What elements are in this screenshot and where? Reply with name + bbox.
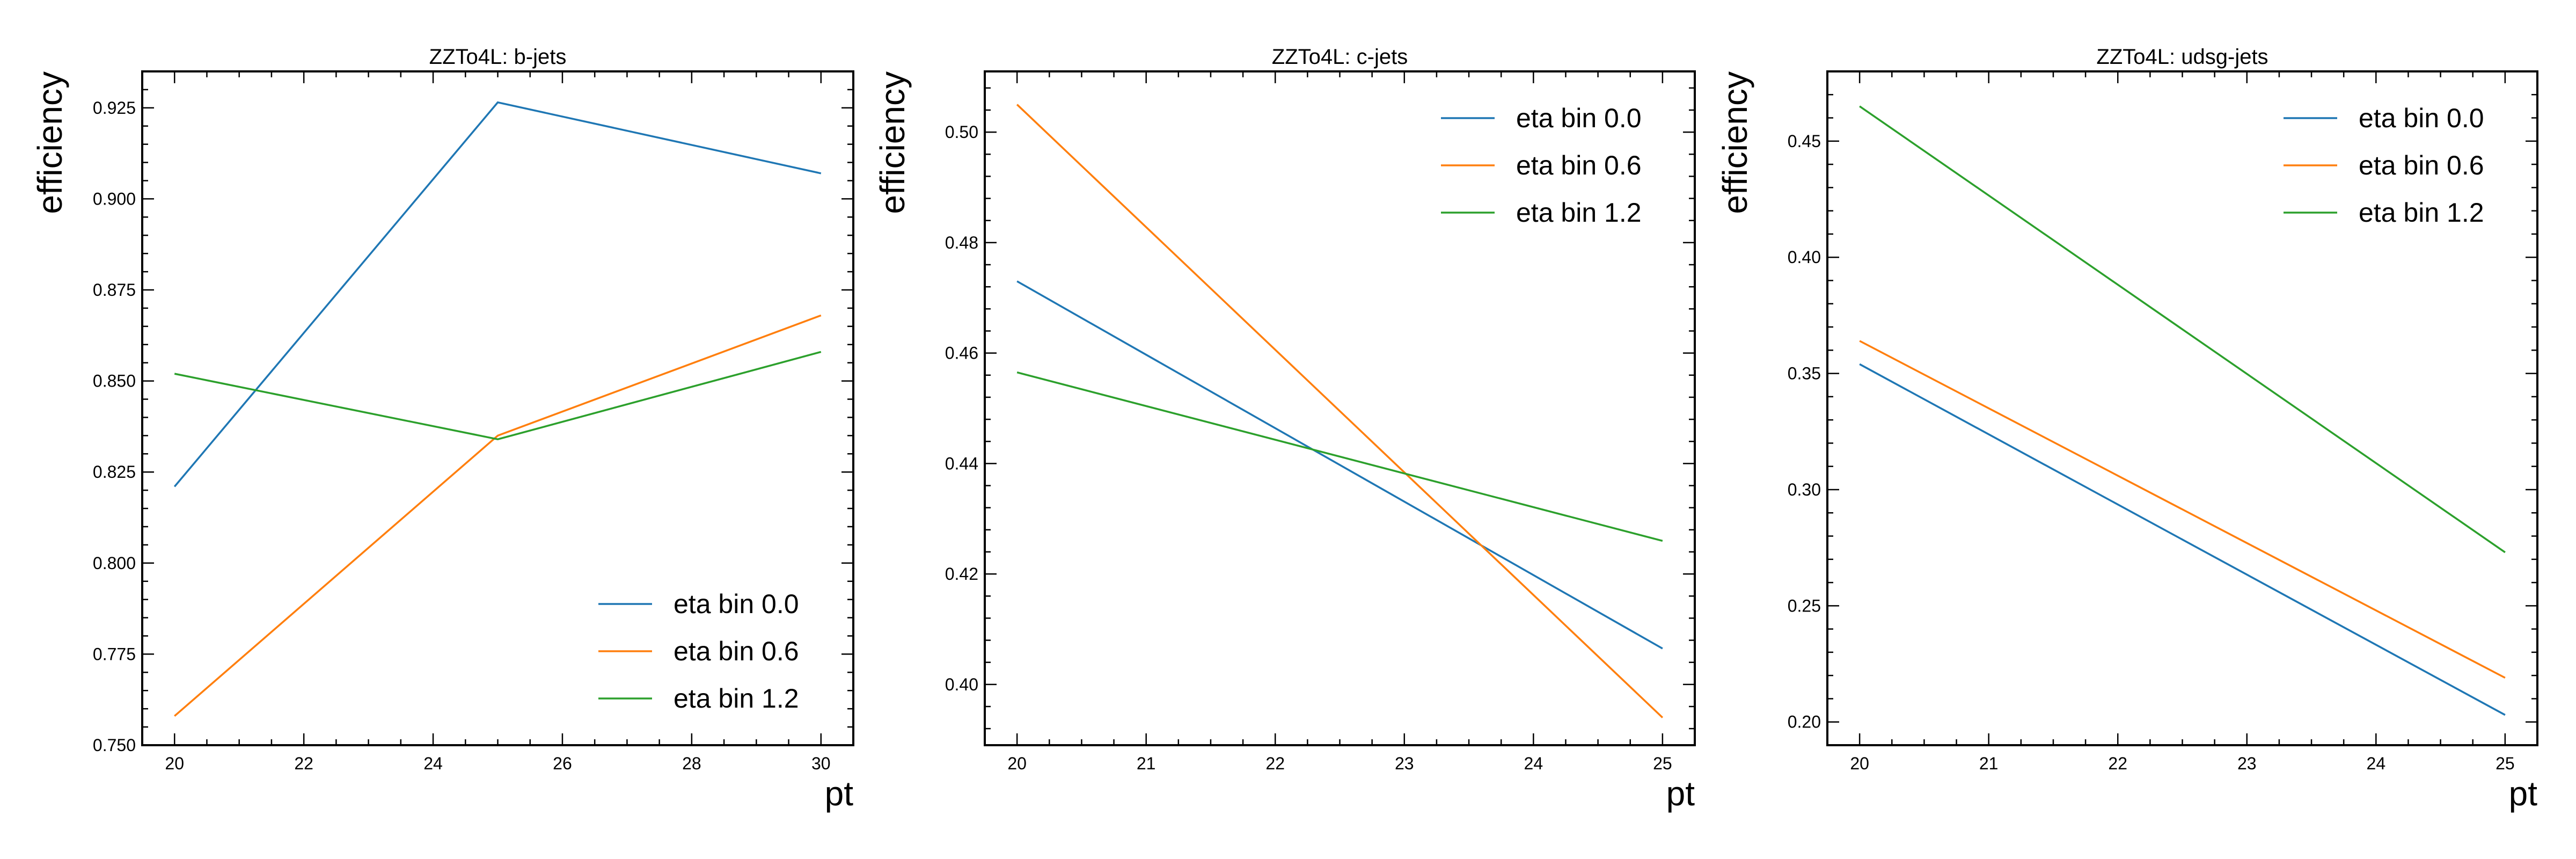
y-tick-label: 0.40 <box>1788 247 1821 267</box>
legend: eta bin 0.0 eta bin 0.6 eta bin 1.2 <box>2284 103 2484 228</box>
legend: eta bin 0.0 eta bin 0.6 eta bin 1.2 <box>1441 103 1642 228</box>
x-axis-label: pt <box>1666 774 1695 813</box>
x-tick-label: 24 <box>2367 754 2386 773</box>
x-tick-label: 25 <box>1653 754 1672 773</box>
plot-frame <box>1826 70 2538 746</box>
legend-label-3: eta bin 1.2 <box>1516 198 1642 228</box>
chart-title: ZZTo4L: c-jets <box>1272 45 1408 69</box>
y-tick-label: 0.800 <box>93 554 136 573</box>
y-tick-label: 0.850 <box>93 372 136 391</box>
chart-title: ZZTo4L: udsg-jets <box>2096 45 2268 69</box>
series-line-3 <box>174 351 822 440</box>
legend-label-3: eta bin 1.2 <box>674 683 799 714</box>
y-tick-label: 0.40 <box>945 675 978 694</box>
y-tick-label: 0.35 <box>1788 364 1821 383</box>
y-tick-label: 0.44 <box>945 454 978 473</box>
legend-label-1: eta bin 0.0 <box>1516 103 1642 133</box>
legend: eta bin 0.0 eta bin 0.6 eta bin 1.2 <box>598 589 799 714</box>
y-tick-label: 0.45 <box>1788 132 1821 151</box>
y-axis-label: efficiency <box>873 71 912 214</box>
series-line-3 <box>1859 105 2506 554</box>
y-tick-label: 0.46 <box>945 344 978 363</box>
x-tick-label: 30 <box>811 754 831 773</box>
y-tick-label: 0.875 <box>93 280 136 300</box>
plot-frame <box>141 70 854 746</box>
x-tick-label: 24 <box>423 754 443 773</box>
x-axis-label: pt <box>825 774 854 813</box>
x-tick-label: 28 <box>682 754 701 773</box>
x-tick-label: 23 <box>2237 754 2257 773</box>
x-tick-label: 20 <box>1850 754 1869 773</box>
series-line-1 <box>1859 363 2506 716</box>
chart-panel-3: 20 21 22 23 24 25 0.20 0.25 0.30 0.35 0.40 0.45 ZZTo… <box>1716 45 2538 813</box>
x-tick-label: 21 <box>1979 754 1999 773</box>
chart-panel-2: 20 21 22 23 24 25 0.40 0.42 0.44 0.46 0.48 0.50 ZZTo… <box>873 45 1696 813</box>
x-tick-label: 20 <box>165 754 184 773</box>
x-tick-label: 25 <box>2496 754 2515 773</box>
y-tick-label: 0.48 <box>945 233 978 252</box>
y-tick-label: 0.825 <box>93 462 136 482</box>
legend-label-1: eta bin 0.0 <box>674 589 799 619</box>
y-axis-label: efficiency <box>1716 71 1754 214</box>
x-tick-label: 22 <box>2108 754 2127 773</box>
legend-label-2: eta bin 0.6 <box>2359 150 2484 180</box>
y-tick-label: 0.42 <box>945 564 978 584</box>
x-tick-label: 22 <box>294 754 313 773</box>
y-axis-label: efficiency <box>31 71 69 214</box>
series-line-2 <box>1016 104 1664 718</box>
series-line-2 <box>174 314 822 717</box>
legend-label-2: eta bin 0.6 <box>1516 150 1642 180</box>
y-tick-label: 0.50 <box>945 122 978 142</box>
x-tick-label: 24 <box>1524 754 1543 773</box>
y-tick-label: 0.925 <box>93 98 136 118</box>
y-tick-label: 0.750 <box>93 736 136 755</box>
series-line-1 <box>1016 280 1663 650</box>
y-tick-label: 0.30 <box>1788 480 1821 499</box>
series-line-3 <box>1016 371 1663 542</box>
x-tick-label: 23 <box>1395 754 1414 773</box>
y-tick-label: 0.20 <box>1788 712 1821 732</box>
legend-label-2: eta bin 0.6 <box>674 636 799 666</box>
chart-panel-1: 20 22 24 26 28 30 0.750 0.775 0.800 0.825 0.850 0.8… <box>31 45 854 813</box>
x-tick-label: 26 <box>553 754 572 773</box>
x-axis-label: pt <box>2509 774 2538 813</box>
y-tick-label: 0.775 <box>93 644 136 664</box>
x-tick-label: 20 <box>1007 754 1027 773</box>
chart-title: ZZTo4L: b-jets <box>429 45 567 69</box>
legend-label-3: eta bin 1.2 <box>2359 198 2484 228</box>
plot-frame <box>984 70 1696 746</box>
series-line-1 <box>173 101 822 487</box>
x-tick-label: 21 <box>1137 754 1156 773</box>
legend-label-1: eta bin 0.0 <box>2359 103 2484 133</box>
x-tick-label: 22 <box>1265 754 1285 773</box>
series-line-2 <box>1859 340 2506 679</box>
y-tick-label: 0.25 <box>1788 596 1821 615</box>
y-tick-label: 0.900 <box>93 189 136 208</box>
